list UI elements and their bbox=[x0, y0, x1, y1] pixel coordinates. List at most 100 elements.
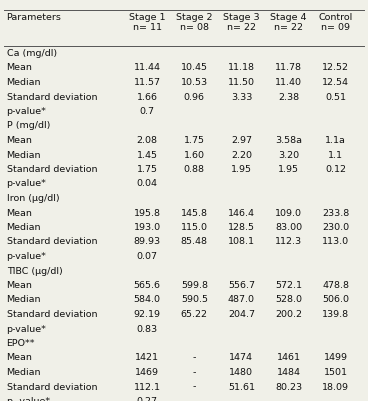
Text: 556.7: 556.7 bbox=[228, 281, 255, 290]
Text: 2.38: 2.38 bbox=[278, 93, 299, 101]
Text: 200.2: 200.2 bbox=[275, 310, 302, 319]
Text: 11.57: 11.57 bbox=[134, 78, 161, 87]
Text: Standard deviation: Standard deviation bbox=[7, 165, 97, 174]
Text: Mean: Mean bbox=[7, 136, 32, 145]
Text: 109.0: 109.0 bbox=[275, 209, 302, 217]
Text: 10.53: 10.53 bbox=[181, 78, 208, 87]
Text: Standard deviation: Standard deviation bbox=[7, 93, 97, 101]
Text: 1474: 1474 bbox=[229, 354, 254, 363]
Text: 11.50: 11.50 bbox=[228, 78, 255, 87]
Text: 0.7: 0.7 bbox=[140, 107, 155, 116]
Text: Mean: Mean bbox=[7, 281, 32, 290]
Text: 11.40: 11.40 bbox=[275, 78, 302, 87]
Text: Stage 2
n= 08: Stage 2 n= 08 bbox=[176, 13, 213, 32]
Text: Standard deviation: Standard deviation bbox=[7, 237, 97, 247]
Text: 1.45: 1.45 bbox=[137, 150, 158, 160]
Text: 0.83: 0.83 bbox=[137, 324, 158, 334]
Text: 0.88: 0.88 bbox=[184, 165, 205, 174]
Text: Median: Median bbox=[7, 223, 41, 232]
Text: Median: Median bbox=[7, 150, 41, 160]
Text: Median: Median bbox=[7, 296, 41, 304]
Text: 584.0: 584.0 bbox=[134, 296, 161, 304]
Text: 12.54: 12.54 bbox=[322, 78, 349, 87]
Text: 2.08: 2.08 bbox=[137, 136, 158, 145]
Text: 1.60: 1.60 bbox=[184, 150, 205, 160]
Text: 572.1: 572.1 bbox=[275, 281, 302, 290]
Text: 3.20: 3.20 bbox=[278, 150, 299, 160]
Text: p-value*: p-value* bbox=[7, 107, 46, 116]
Text: Mean: Mean bbox=[7, 209, 32, 217]
Text: 112.1: 112.1 bbox=[134, 383, 161, 391]
Text: 1484: 1484 bbox=[276, 368, 301, 377]
Text: -: - bbox=[192, 383, 196, 391]
Text: 528.0: 528.0 bbox=[275, 296, 302, 304]
Text: 1499: 1499 bbox=[323, 354, 348, 363]
Text: 11.18: 11.18 bbox=[228, 63, 255, 73]
Text: 18.09: 18.09 bbox=[322, 383, 349, 391]
Text: 80.23: 80.23 bbox=[275, 383, 302, 391]
Text: 1469: 1469 bbox=[135, 368, 159, 377]
Text: 11.78: 11.78 bbox=[275, 63, 302, 73]
Text: Median: Median bbox=[7, 368, 41, 377]
Text: 92.19: 92.19 bbox=[134, 310, 161, 319]
Text: 51.61: 51.61 bbox=[228, 383, 255, 391]
Text: 1.95: 1.95 bbox=[231, 165, 252, 174]
Text: 1421: 1421 bbox=[135, 354, 159, 363]
Text: 506.0: 506.0 bbox=[322, 296, 349, 304]
Text: 195.8: 195.8 bbox=[134, 209, 161, 217]
Text: 108.1: 108.1 bbox=[228, 237, 255, 247]
Text: 0.07: 0.07 bbox=[137, 252, 158, 261]
Text: -: - bbox=[192, 368, 196, 377]
Text: Iron (μg/dl): Iron (μg/dl) bbox=[7, 194, 59, 203]
Text: 590.5: 590.5 bbox=[181, 296, 208, 304]
Text: 115.0: 115.0 bbox=[181, 223, 208, 232]
Text: 0.04: 0.04 bbox=[137, 180, 158, 188]
Text: 128.5: 128.5 bbox=[228, 223, 255, 232]
Text: 65.22: 65.22 bbox=[181, 310, 208, 319]
Text: 1.1a: 1.1a bbox=[325, 136, 346, 145]
Text: 1.95: 1.95 bbox=[278, 165, 299, 174]
Text: 2.97: 2.97 bbox=[231, 136, 252, 145]
Text: 146.4: 146.4 bbox=[228, 209, 255, 217]
Text: 0.27: 0.27 bbox=[137, 397, 158, 401]
Text: 1480: 1480 bbox=[229, 368, 254, 377]
Text: 3.58a: 3.58a bbox=[275, 136, 302, 145]
Text: -: - bbox=[192, 354, 196, 363]
Text: Control
n= 09: Control n= 09 bbox=[318, 13, 353, 32]
Text: 1.66: 1.66 bbox=[137, 93, 158, 101]
Text: Mean: Mean bbox=[7, 354, 32, 363]
Text: 10.45: 10.45 bbox=[181, 63, 208, 73]
Text: 145.8: 145.8 bbox=[181, 209, 208, 217]
Text: 139.8: 139.8 bbox=[322, 310, 349, 319]
Text: 0.96: 0.96 bbox=[184, 93, 205, 101]
Text: 204.7: 204.7 bbox=[228, 310, 255, 319]
Text: 1461: 1461 bbox=[276, 354, 301, 363]
Text: Parameters: Parameters bbox=[7, 13, 61, 22]
Text: 0.51: 0.51 bbox=[325, 93, 346, 101]
Text: Ca (mg/dl): Ca (mg/dl) bbox=[7, 49, 57, 58]
Text: Stage 4
n= 22: Stage 4 n= 22 bbox=[270, 13, 307, 32]
Text: 193.0: 193.0 bbox=[134, 223, 161, 232]
Text: 85.48: 85.48 bbox=[181, 237, 208, 247]
Text: 89.93: 89.93 bbox=[134, 237, 161, 247]
Text: 1.75: 1.75 bbox=[137, 165, 158, 174]
Text: Mean: Mean bbox=[7, 63, 32, 73]
Text: 1.1: 1.1 bbox=[328, 150, 343, 160]
Text: Standard deviation: Standard deviation bbox=[7, 383, 97, 391]
Text: 0.12: 0.12 bbox=[325, 165, 346, 174]
Text: 113.0: 113.0 bbox=[322, 237, 349, 247]
Text: 2.20: 2.20 bbox=[231, 150, 252, 160]
Text: 12.52: 12.52 bbox=[322, 63, 349, 73]
Text: 487.0: 487.0 bbox=[228, 296, 255, 304]
Text: 83.00: 83.00 bbox=[275, 223, 302, 232]
Text: 478.8: 478.8 bbox=[322, 281, 349, 290]
Text: Median: Median bbox=[7, 78, 41, 87]
Text: 565.6: 565.6 bbox=[134, 281, 161, 290]
Text: 11.44: 11.44 bbox=[134, 63, 161, 73]
Text: p-value*: p-value* bbox=[7, 252, 46, 261]
Text: 3.33: 3.33 bbox=[231, 93, 252, 101]
Text: 230.0: 230.0 bbox=[322, 223, 349, 232]
Text: Standard deviation: Standard deviation bbox=[7, 310, 97, 319]
Text: 112.3: 112.3 bbox=[275, 237, 302, 247]
Text: 1501: 1501 bbox=[323, 368, 348, 377]
